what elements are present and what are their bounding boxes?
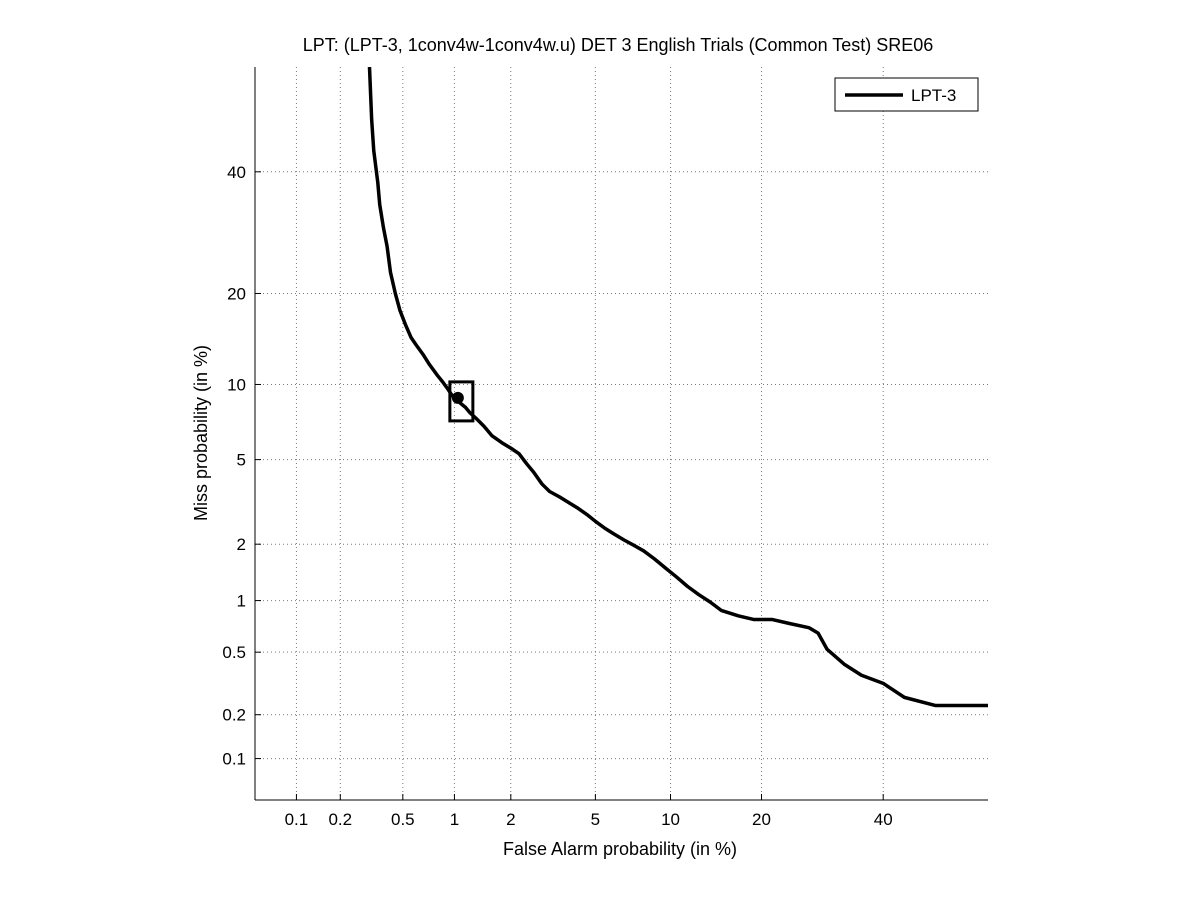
legend-label-lpt-3: LPT-3 [911,86,956,105]
det-curve-layer [367,67,988,708]
legend: LPT-3 [834,77,979,112]
x-axis-label: False Alarm probability (in %) [503,839,737,859]
y-tick-label-6: 10 [227,375,246,394]
operating-point-dot [451,391,464,404]
x-tick-label-4: 2 [506,810,515,829]
x-tick-label-5: 5 [591,810,600,829]
det-curve-lpt-3 [367,67,988,708]
axes [254,67,988,801]
y-tick-label-0: 0.1 [222,750,246,769]
x-tick-label-8: 40 [874,810,893,829]
x-tick-label-0: 0.1 [285,810,309,829]
y-tick-label-7: 20 [227,284,246,303]
y-tick-label-1: 0.2 [222,706,246,725]
y-tick-labels: 0.1 0.2 0.5 1 2 5 10 20 40 [222,163,246,769]
x-tick-label-3: 1 [450,810,459,829]
y-tick-label-4: 2 [237,535,246,554]
operating-point-marker-layer [448,380,475,423]
y-tick-label-3: 1 [237,592,246,611]
y-tick-label-5: 5 [237,451,246,470]
y-axis-label: Miss probability (in %) [191,345,211,521]
y-tick-label-8: 40 [227,163,246,182]
x-tick-label-7: 20 [752,810,771,829]
grid-lines [255,67,988,800]
chart-title: LPT: (LPT-3, 1conv4w-1conv4w.u) DET 3 En… [303,35,934,55]
x-tick-labels: 0.1 0.2 0.5 1 2 5 10 20 40 [285,810,893,829]
x-tick-label-6: 10 [661,810,680,829]
y-tick-label-2: 0.5 [222,643,246,662]
operating-point-square [448,380,475,423]
x-tick-label-2: 0.5 [391,810,415,829]
x-tick-label-1: 0.2 [328,810,352,829]
